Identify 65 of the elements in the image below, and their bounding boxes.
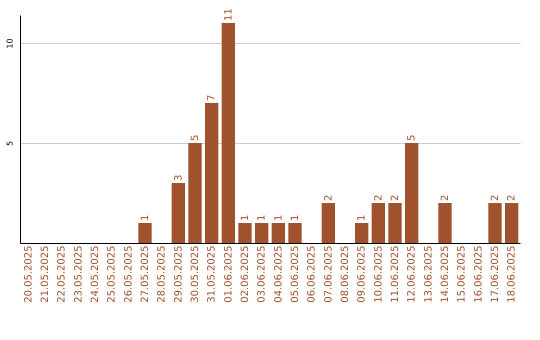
data-label: 5	[190, 134, 201, 141]
data-label: 2	[373, 194, 384, 201]
x-tick-label: 13.06.2025	[423, 246, 434, 303]
bar	[322, 203, 335, 243]
data-label: 2	[440, 194, 451, 201]
x-tick-label: 10.06.2025	[373, 246, 384, 303]
bar	[222, 23, 235, 243]
bar	[438, 203, 452, 243]
x-tick-label: 05.06.2025	[290, 246, 301, 303]
bar	[405, 143, 418, 243]
bar	[488, 203, 502, 243]
x-tick-label: 18.06.2025	[506, 246, 518, 303]
x-tick-label: 27.05.2025	[140, 246, 151, 303]
x-tick-label: 06.06.2025	[306, 246, 318, 303]
x-tick-label: 17.06.2025	[490, 246, 501, 303]
bar	[238, 223, 252, 243]
bar	[505, 203, 518, 243]
data-label: 1	[140, 214, 151, 221]
x-tick-label: 04.06.2025	[273, 246, 284, 303]
x-tick-label: 16.06.2025	[473, 246, 484, 303]
data-label: 1	[273, 214, 284, 221]
bar	[355, 223, 368, 243]
x-tick-label: 23.05.2025	[73, 246, 84, 303]
bar	[205, 103, 218, 243]
x-tick-label: 07.06.2025	[323, 246, 334, 303]
y-tick-label: 10	[6, 38, 14, 49]
data-label: 2	[323, 194, 334, 201]
data-label: 1	[240, 214, 251, 221]
x-tick-label: 21.05.2025	[40, 246, 51, 303]
data-label: 1	[256, 214, 268, 221]
x-tick-label: 08.06.2025	[340, 246, 351, 303]
data-label: 2	[506, 194, 518, 201]
x-tick-label: 15.06.2025	[456, 246, 468, 303]
data-label: 7	[206, 94, 218, 101]
data-label: 1	[356, 214, 368, 221]
x-tick-label: 03.06.2025	[256, 246, 268, 303]
bar	[372, 203, 385, 243]
x-tick-label: 28.05.2025	[156, 246, 168, 303]
bar	[272, 223, 285, 243]
data-label: 11	[223, 8, 234, 21]
bar	[172, 183, 185, 243]
bar	[188, 143, 202, 243]
x-tick-label: 11.06.2025	[390, 246, 401, 303]
x-tick-label: 31.05.2025	[206, 246, 218, 303]
data-label: 2	[490, 194, 501, 201]
x-tick-label: 26.05.2025	[123, 246, 134, 303]
x-tick-label: 30.05.2025	[190, 246, 201, 303]
bar	[388, 203, 402, 243]
data-label: 1	[290, 214, 301, 221]
bar	[138, 223, 152, 243]
data-label: 2	[390, 194, 401, 201]
x-tick-label: 24.05.2025	[90, 246, 101, 303]
x-tick-label: 14.06.2025	[440, 246, 451, 303]
x-tick-label: 20.05.2025	[23, 246, 34, 303]
bar	[288, 223, 302, 243]
data-label: 3	[173, 174, 184, 181]
x-tick-label: 29.05.2025	[173, 246, 184, 303]
bar	[255, 223, 268, 243]
x-tick-label: 22.05.2025	[56, 246, 68, 303]
x-tick-label: 12.06.2025	[406, 246, 418, 303]
x-tick-label: 09.06.2025	[356, 246, 368, 303]
x-tick-label: 02.06.2025	[240, 246, 251, 303]
x-tick-label: 25.05.2025	[106, 246, 118, 303]
data-label: 5	[406, 134, 418, 141]
x-tick-label: 01.06.2025	[223, 246, 234, 303]
